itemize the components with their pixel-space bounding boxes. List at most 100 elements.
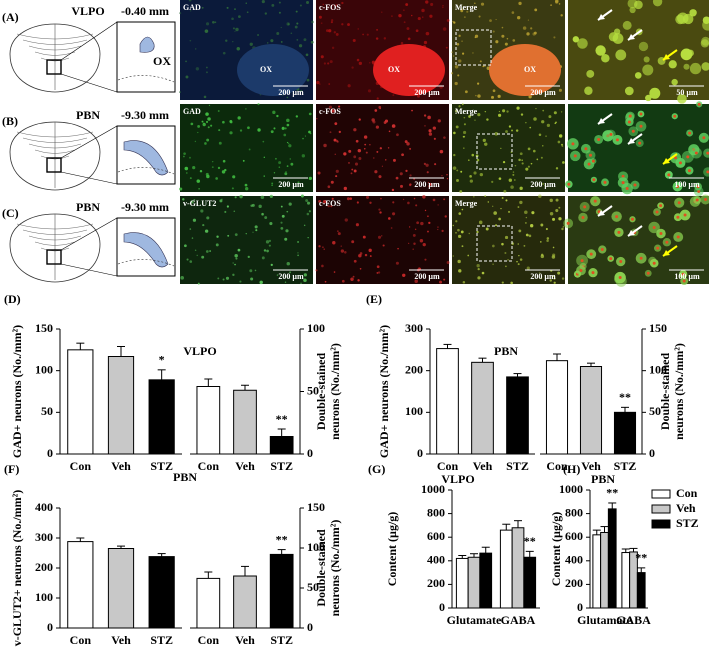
y-tick-label: 0	[307, 446, 313, 460]
cell	[473, 195, 475, 198]
cell	[261, 212, 264, 216]
arrow-head	[663, 158, 670, 164]
nucleus	[639, 256, 643, 260]
cell	[549, 212, 554, 216]
cell	[406, 142, 410, 146]
cell	[205, 172, 209, 176]
panel-label: (D)	[4, 292, 21, 306]
cell	[222, 51, 226, 55]
cell	[474, 34, 479, 38]
cell	[363, 147, 366, 150]
cell	[249, 42, 253, 46]
nucleus	[706, 151, 709, 155]
x-tick-label: STZ	[150, 459, 173, 473]
cell	[234, 30, 236, 33]
cell	[405, 3, 409, 6]
nucleus	[694, 151, 698, 155]
cell	[512, 173, 515, 176]
nucleus	[702, 136, 706, 140]
cell	[458, 269, 462, 273]
cell	[463, 116, 466, 119]
cell	[270, 130, 274, 134]
cell	[487, 201, 490, 203]
scale-label: 100 µm	[674, 180, 700, 189]
cell	[477, 82, 480, 85]
cell	[461, 245, 464, 248]
x-tick-label: Glutamate	[577, 613, 632, 627]
cell	[533, 117, 537, 121]
nucleus	[615, 215, 619, 219]
bar	[196, 577, 221, 629]
cell	[541, 120, 545, 124]
cell	[446, 260, 450, 264]
chart-title: VLPO	[441, 472, 474, 486]
cell	[196, 254, 198, 257]
cell	[284, 172, 288, 176]
cell	[266, 249, 269, 253]
cell	[206, 138, 210, 142]
cell	[608, 32, 619, 42]
bar	[479, 552, 493, 609]
cell	[294, 25, 298, 29]
cell	[504, 235, 509, 240]
cell	[561, 277, 565, 280]
cell	[498, 177, 502, 180]
cell	[208, 104, 211, 107]
y-tick-label: 400	[565, 553, 583, 567]
cell	[248, 148, 251, 151]
cell	[503, 189, 507, 193]
cell	[202, 223, 205, 227]
cell	[478, 220, 483, 225]
cell	[376, 97, 379, 100]
cell	[362, 235, 366, 239]
cell	[304, 135, 306, 137]
cell	[331, 19, 334, 22]
y-tick-label: 0	[439, 600, 445, 614]
arrow-head	[598, 14, 605, 20]
cell	[446, 19, 450, 22]
cell	[222, 120, 225, 124]
cell	[332, 241, 336, 245]
nucleus	[630, 217, 634, 221]
bar	[499, 529, 513, 609]
cell	[539, 272, 541, 274]
cell	[478, 15, 481, 18]
cell	[351, 240, 355, 244]
cell	[462, 52, 465, 55]
cell	[264, 12, 268, 15]
cell	[354, 162, 359, 166]
legend-swatch	[651, 519, 671, 529]
cell	[532, 149, 536, 153]
cell	[629, 6, 636, 14]
nucleus	[584, 147, 588, 151]
cell	[197, 131, 199, 134]
cell	[250, 277, 254, 281]
cell	[190, 200, 194, 204]
cell	[184, 166, 189, 171]
cell	[263, 156, 266, 159]
micrograph	[180, 196, 313, 284]
cell	[444, 215, 447, 218]
cell	[460, 170, 463, 173]
cell	[456, 179, 459, 182]
nucleus	[639, 112, 643, 116]
cell	[201, 6, 204, 9]
cell	[376, 150, 379, 153]
cell	[305, 199, 309, 202]
y-axis-label: GAD+ neurons (No./mm²)	[377, 325, 391, 458]
cell	[191, 237, 194, 239]
cell	[390, 227, 393, 229]
nucleus	[695, 198, 699, 202]
cell	[276, 32, 280, 35]
region-label: PBN	[76, 200, 100, 214]
cell	[401, 153, 404, 157]
cell	[348, 162, 350, 164]
cell	[517, 206, 520, 208]
cell	[536, 158, 539, 161]
cell	[546, 239, 549, 243]
cell	[218, 129, 221, 132]
y-tick-label: 100	[307, 540, 325, 554]
cell	[210, 124, 213, 127]
cell	[358, 61, 363, 66]
